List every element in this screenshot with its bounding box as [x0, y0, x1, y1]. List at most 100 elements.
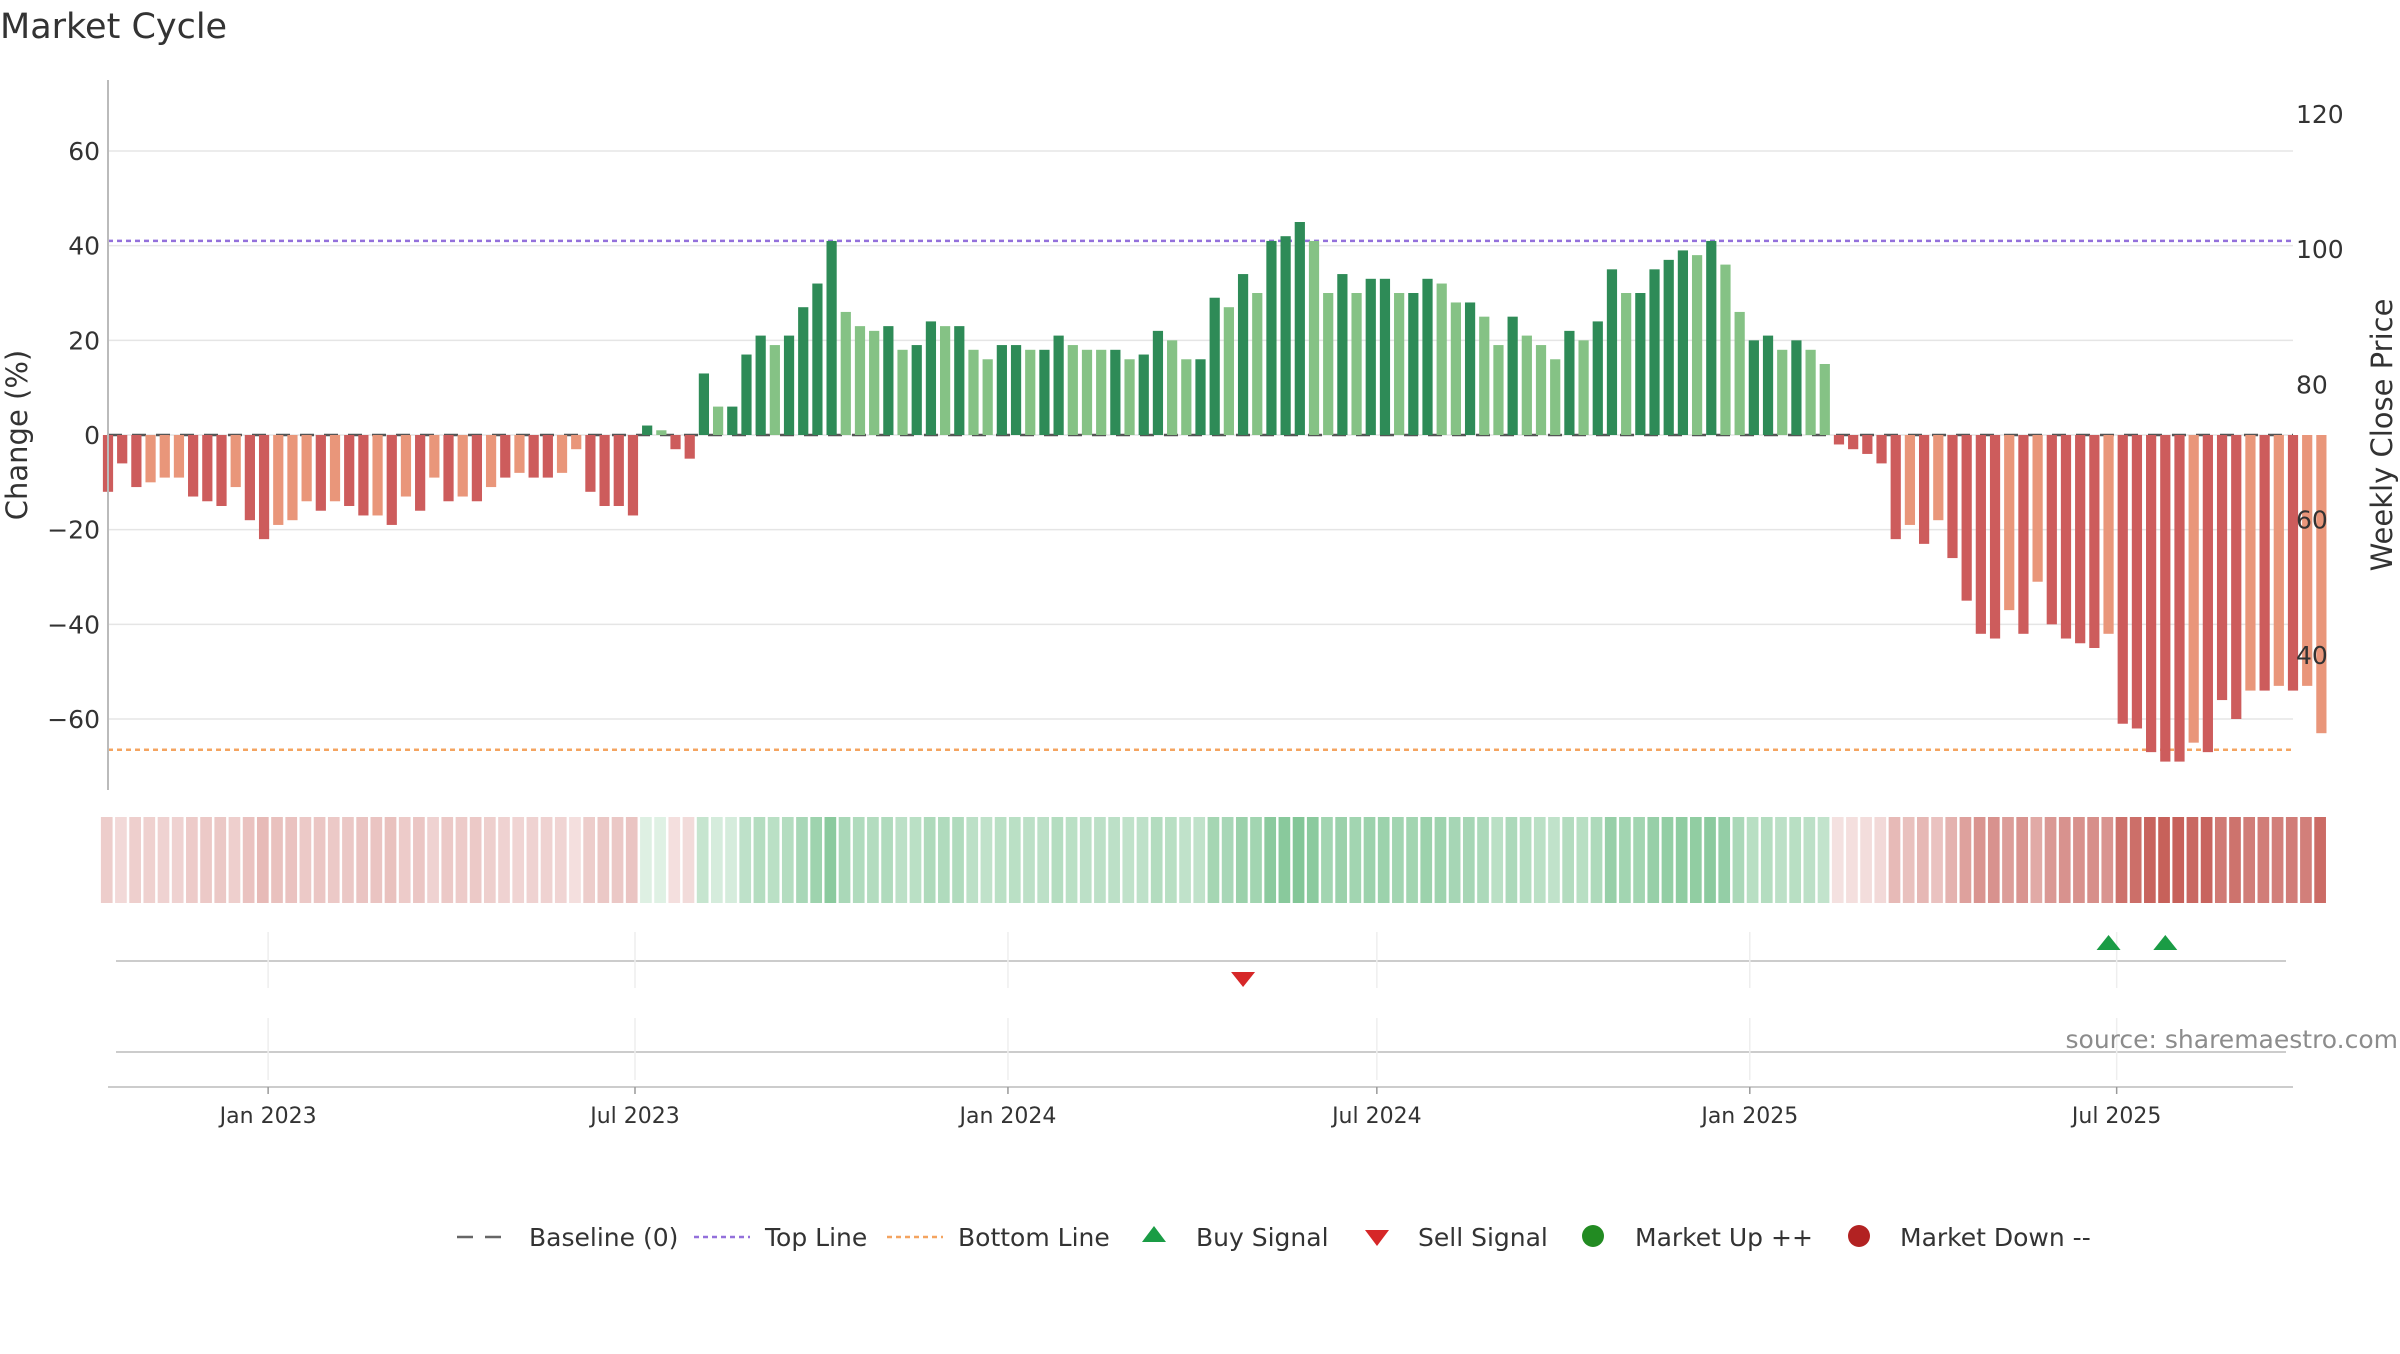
bar — [2117, 435, 2128, 724]
heat-cell — [597, 817, 610, 903]
heat-cell — [1917, 817, 1929, 903]
heat-cell — [1874, 817, 1887, 903]
bar — [925, 321, 937, 435]
heat-cell — [2158, 817, 2170, 903]
bar — [1762, 335, 1774, 435]
heat-cell — [1406, 817, 1418, 903]
sell-signal-marker — [1231, 972, 1256, 987]
heat-cell — [1037, 817, 1050, 903]
heat-cell — [200, 817, 212, 903]
bar — [2287, 435, 2299, 691]
heat-cell — [810, 817, 823, 903]
heat-cell — [1292, 817, 1305, 903]
bar — [1791, 340, 1802, 435]
bar — [1848, 435, 1859, 450]
bar — [1323, 293, 1334, 435]
bar — [1748, 340, 1759, 435]
legend-label: Buy Signal — [1196, 1223, 1329, 1252]
heat-cell — [1193, 817, 1206, 903]
y2-tick-label: 120 — [2296, 100, 2344, 129]
y2-tick-label: 80 — [2296, 370, 2328, 399]
heat-cell — [725, 817, 737, 903]
bar — [429, 435, 440, 478]
bar — [1351, 293, 1362, 435]
bar — [1422, 278, 1433, 435]
bar — [755, 335, 766, 435]
bar — [585, 435, 596, 492]
heat-cell — [909, 817, 922, 903]
legend: Baseline (0) Top Line Bottom Line Buy Signa… — [457, 1223, 2091, 1252]
heat-cell — [895, 817, 908, 903]
bar — [642, 425, 653, 435]
heat-cell — [1122, 817, 1135, 903]
heat-cell — [1973, 817, 1986, 903]
bar — [1805, 349, 1816, 435]
y-tick-label: 0 — [84, 421, 100, 450]
x-tick-label: Jul 2023 — [588, 1104, 680, 1129]
heat-cell — [498, 817, 510, 903]
heat-cell — [299, 817, 312, 903]
bar — [1167, 340, 1178, 435]
bar — [741, 354, 752, 435]
heat-cell — [852, 817, 865, 903]
bar — [1578, 340, 1589, 435]
heat-cell — [1108, 817, 1120, 903]
bar — [1365, 278, 1376, 435]
heat-cell — [1675, 817, 1688, 903]
heat-cell — [1207, 817, 1220, 903]
bar — [783, 335, 795, 435]
bars-layer — [102, 222, 2327, 762]
heat-cell — [2144, 817, 2156, 903]
bar — [1394, 293, 1405, 435]
heat-cell — [1179, 817, 1191, 903]
bar — [1195, 359, 1206, 435]
legend-buy-icon — [1142, 1226, 1166, 1242]
bar — [627, 435, 639, 516]
bar — [1025, 349, 1036, 435]
bar — [571, 435, 582, 450]
heat-cell — [2002, 817, 2014, 903]
bar — [996, 345, 1007, 435]
heat-cell — [1831, 817, 1844, 903]
heat-cell — [1987, 817, 2000, 903]
bar — [2273, 435, 2284, 686]
heat-cell — [526, 817, 539, 903]
heat-cell — [1860, 817, 1872, 903]
heat-cell — [1533, 817, 1546, 903]
bar — [471, 435, 483, 502]
bar — [329, 435, 341, 502]
heat-cell — [2016, 817, 2029, 903]
x-tick-label: Jul 2025 — [2070, 1104, 2162, 1129]
heat-cell — [512, 817, 525, 903]
bar — [1521, 335, 1532, 435]
bar — [897, 349, 908, 435]
y2-tick-label: 100 — [2296, 235, 2344, 264]
bar — [216, 435, 227, 506]
bar — [173, 435, 185, 478]
bar — [1876, 435, 1887, 464]
bar — [2202, 435, 2213, 753]
buy-signal-marker — [2096, 935, 2121, 950]
bar — [287, 435, 298, 521]
bar — [826, 240, 837, 435]
secondary-y-axis-label: Weekly Close Price — [2365, 299, 2399, 572]
heat-cell — [327, 817, 340, 903]
bar — [883, 326, 894, 435]
legend-label: Bottom Line — [958, 1223, 1110, 1252]
bar — [1649, 269, 1660, 435]
heat-cell — [2214, 817, 2227, 903]
bar — [698, 373, 710, 435]
bar — [1010, 345, 1022, 435]
bar — [1606, 269, 1618, 435]
bar — [1280, 236, 1291, 435]
heat-cell — [1704, 817, 1716, 903]
bar — [1493, 345, 1504, 435]
bar — [2216, 435, 2228, 701]
bar — [1266, 240, 1277, 435]
y-axis-label: Change (%) — [0, 350, 34, 520]
bar — [613, 435, 624, 506]
heat-cell — [2058, 817, 2071, 903]
bar — [656, 430, 667, 435]
bar — [1663, 259, 1674, 435]
heat-cell — [1221, 817, 1234, 903]
